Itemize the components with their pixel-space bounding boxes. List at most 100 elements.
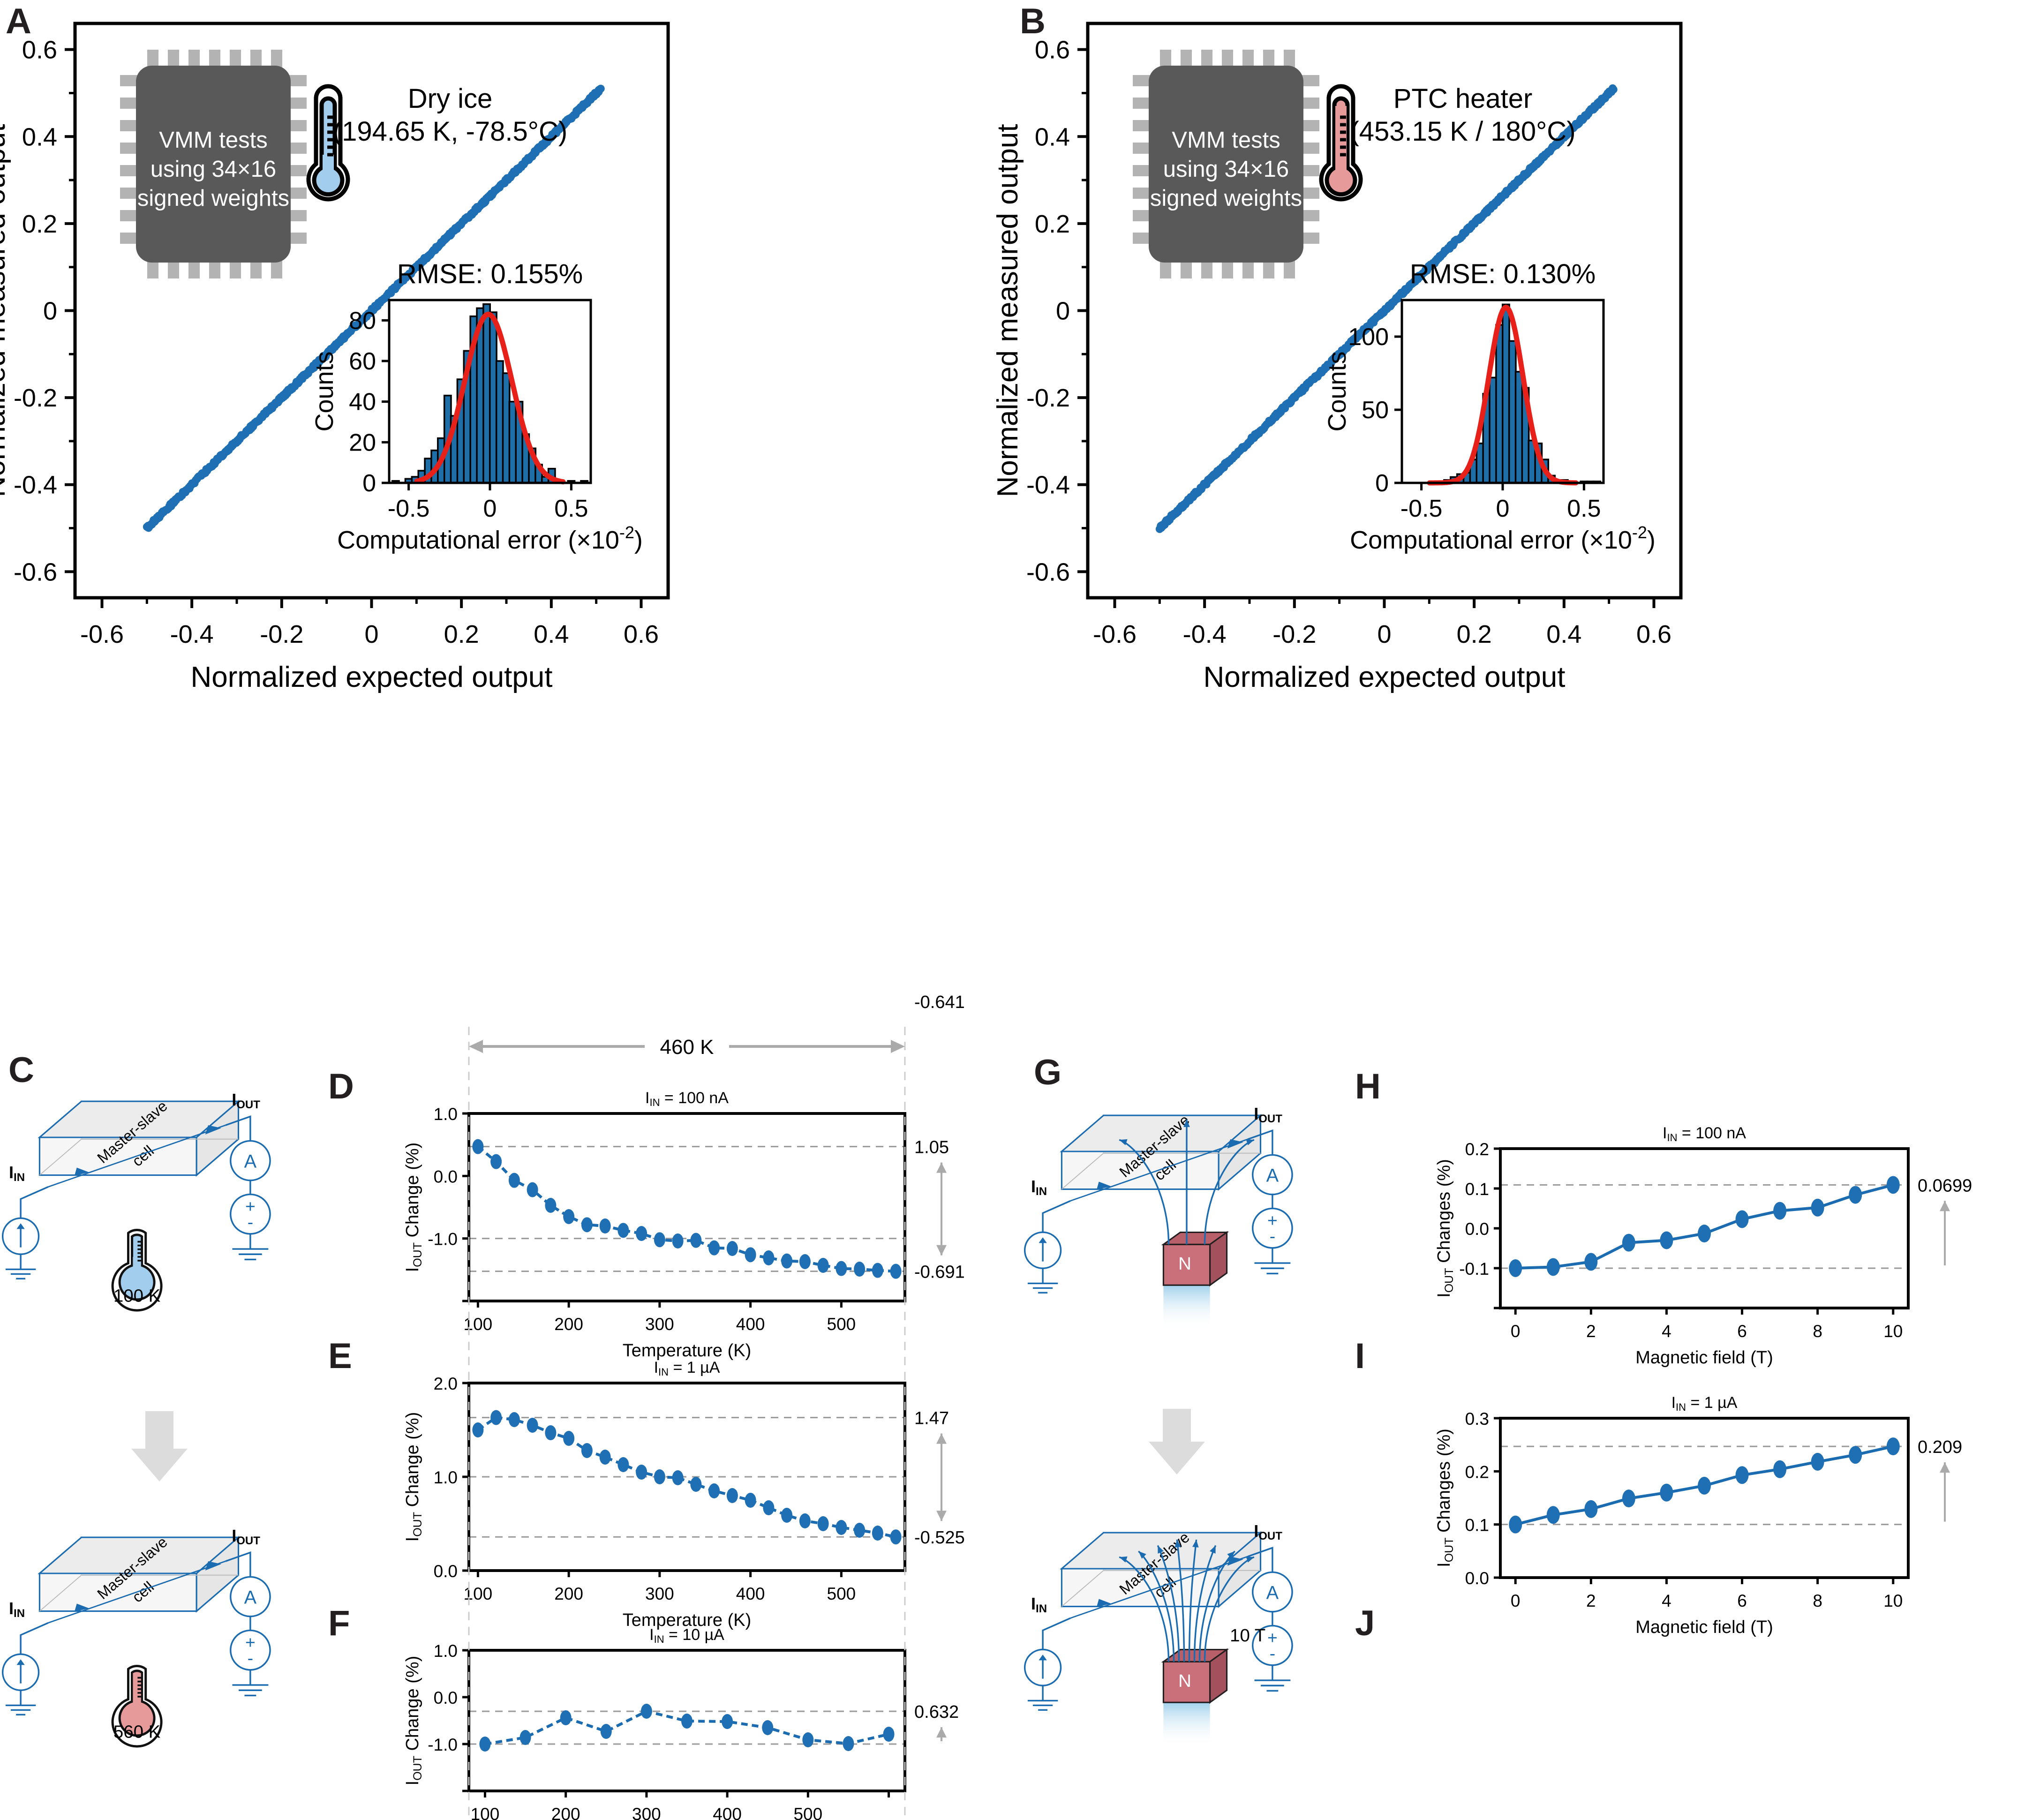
chip-pin [1301, 165, 1319, 176]
field-strength-label: 10 T [1230, 1625, 1265, 1646]
y-tick-label: -1.0 [428, 1735, 458, 1754]
data-marker [872, 1263, 883, 1278]
current-arrowhead [1096, 1599, 1111, 1607]
annotation-max-value: 1.05 [914, 1138, 949, 1158]
chip-pin [120, 120, 139, 131]
wire-out [225, 1115, 251, 1141]
temperature-label: 100 K [113, 1286, 161, 1306]
source-plus-label: + [245, 1632, 256, 1652]
wire-in [20, 1622, 49, 1655]
magnet-graphic: N [1119, 1539, 1255, 1746]
chip-pin [1242, 50, 1254, 68]
data-marker [890, 1529, 902, 1545]
data-marker [545, 1198, 557, 1213]
current-arrowhead-out [205, 1125, 221, 1135]
panels-hij: IIN = 100 nA 0 2 4 6 8 10 0.2 0.1 0.0 -0.1 Magnetic… [1378, 1008, 2025, 1820]
y-tick-label: 0 [43, 297, 57, 325]
plot-title: IIN = 10 µA [649, 1626, 724, 1645]
chip-pin [1133, 143, 1152, 154]
data-marker [726, 1241, 738, 1256]
data-marker [1735, 1210, 1749, 1228]
y-tick-label: -0.2 [14, 384, 57, 412]
data-marker [479, 1737, 491, 1752]
chip-pin [1242, 260, 1254, 278]
data-marker [799, 1254, 811, 1269]
y-axis-label: Normalized measured output [992, 124, 1024, 497]
data-marker [1660, 1231, 1673, 1249]
data-marker [636, 1226, 647, 1241]
current-arrowhead [1096, 1181, 1111, 1190]
current-arrowhead-out [205, 1561, 221, 1571]
field-arrowhead [1119, 1139, 1128, 1145]
source-plus-label: + [245, 1196, 256, 1216]
data-marker [672, 1470, 684, 1485]
chip-label-line: signed weights [137, 186, 289, 211]
y-tick-label: 0.2 [1035, 210, 1070, 238]
range-arrow-down [936, 1245, 947, 1256]
panel-label-j: J [1355, 1603, 1375, 1643]
magnetic-field-line [1119, 1556, 1170, 1662]
data-marker [745, 1493, 756, 1508]
line-plot: IIN = 1 µA 100 200 300 400 500 2.0 1.0 0.0 Temper… [403, 1359, 965, 1630]
chip-pin [1301, 188, 1319, 199]
span-indicator: 460 K [468, 1027, 906, 1820]
chip-pin [1301, 75, 1319, 86]
data-marker [1773, 1202, 1787, 1220]
data-point [1607, 87, 1616, 96]
data-marker [636, 1465, 647, 1480]
range-arrow-down [936, 1511, 947, 1521]
y-tick-label: 0.0 [1465, 1219, 1489, 1239]
range-arrow-up [936, 1433, 947, 1444]
data-marker [690, 1233, 702, 1248]
range-arrow-up [936, 1162, 947, 1173]
data-points [143, 84, 605, 532]
magnetic-field-line [1198, 1550, 1235, 1662]
data-marker [519, 1730, 531, 1745]
x-tick-label: 200 [554, 1315, 583, 1334]
panel-g: Master-slave cell IIN IOUT A + - N Master-slave c… [1013, 1008, 1350, 1820]
data-marker [599, 1218, 611, 1233]
y-tick-label: 0.0 [434, 1167, 458, 1186]
data-marker [1886, 1176, 1900, 1194]
annotation-max-value: 0.0699 [1918, 1176, 1972, 1196]
chip-pin [1301, 210, 1319, 221]
x-tick-label: 300 [645, 1584, 674, 1603]
x-tick-label: -0.2 [1272, 620, 1316, 648]
field-arrowhead [1210, 1545, 1216, 1554]
y-tick-label: 1.0 [434, 1641, 458, 1661]
y-axis-label: IOUT Change (%) [403, 1143, 424, 1272]
data-marker [527, 1418, 538, 1433]
source-minus-label: - [1270, 1226, 1275, 1246]
data-marker [1509, 1259, 1522, 1277]
range-arrow-up [1940, 1201, 1950, 1211]
data-marker [527, 1182, 538, 1197]
chip-pin [120, 98, 139, 109]
data-marker [490, 1410, 502, 1425]
chip-pin [209, 50, 220, 68]
chip-pin [250, 50, 262, 68]
data-marker [1622, 1489, 1635, 1508]
panel-label-i: I [1355, 1336, 1365, 1376]
data-marker [1698, 1476, 1711, 1495]
inset-x-axis-label: Computational error (×10-2) [1350, 523, 1656, 554]
inset-y-tick-label: 0 [362, 470, 376, 497]
magnetic-field-line [1176, 1539, 1185, 1662]
transition-arrow [131, 1411, 188, 1482]
y-axis-label: Normalized measured output [0, 124, 11, 497]
chip-pin [120, 210, 139, 221]
data-marker [883, 1727, 895, 1742]
y-tick-label: 1.0 [434, 1105, 458, 1124]
chip-pin [230, 260, 241, 278]
data-marker [854, 1523, 866, 1538]
y-tick-label: 2.0 [434, 1374, 458, 1393]
data-marker [1735, 1466, 1749, 1484]
data-marker [745, 1247, 756, 1263]
data-line [477, 1145, 896, 1273]
x-axis-label: Temperature (K) [623, 1341, 752, 1361]
y-tick-label: 0.0 [434, 1562, 458, 1581]
panel-label-g: G [1034, 1053, 1062, 1092]
x-tick-label: 200 [551, 1805, 580, 1820]
data-marker [1584, 1253, 1598, 1271]
chip-body [1149, 66, 1303, 263]
thermometer-cold-icon [306, 84, 350, 202]
